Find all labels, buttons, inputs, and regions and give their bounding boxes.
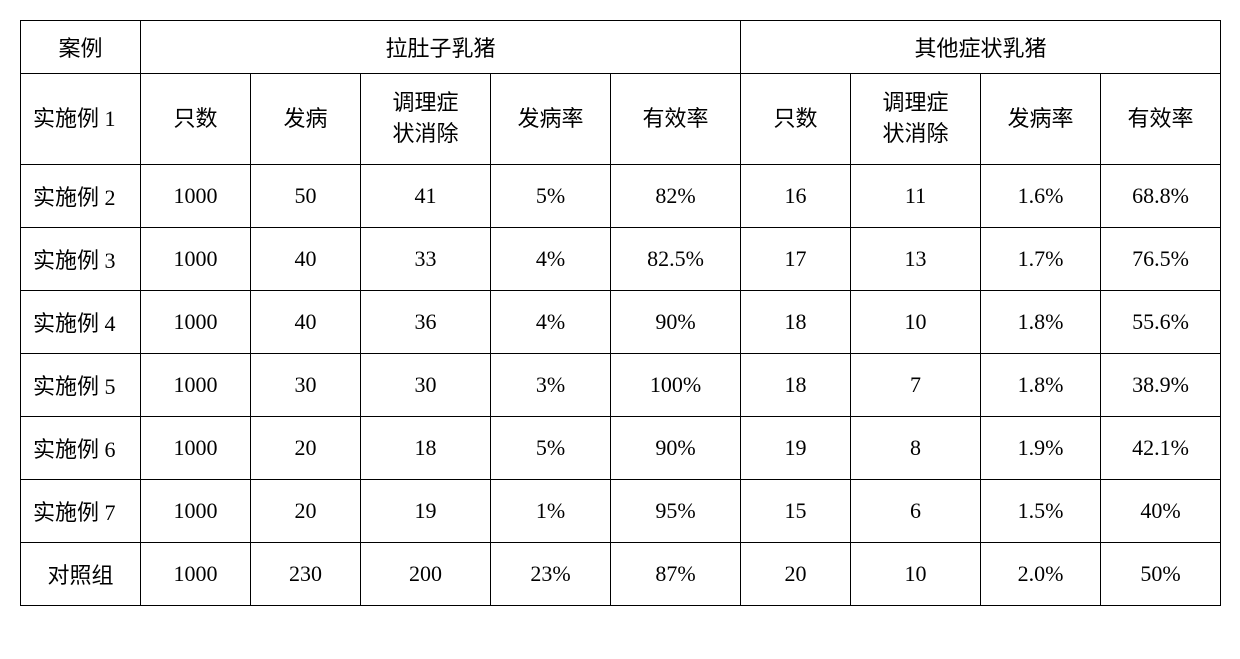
cell-d-cured: 19 (361, 480, 491, 543)
cell-o-rate: 1.8% (981, 354, 1101, 417)
table-row: 实施例 4100040364%90%18101.8%55.6% (21, 291, 1221, 354)
cell-d-cured: 33 (361, 228, 491, 291)
cell-o-eff: 40% (1101, 480, 1221, 543)
cell-o-cured: 13 (851, 228, 981, 291)
cell-d-sick: 50 (251, 165, 361, 228)
cell-o-rate: 1.7% (981, 228, 1101, 291)
cell-o-eff: 42.1% (1101, 417, 1221, 480)
cell-d-sick: 40 (251, 228, 361, 291)
cell-o-count: 17 (741, 228, 851, 291)
cell-o-count: 15 (741, 480, 851, 543)
cell-d-eff: 95% (611, 480, 741, 543)
table-body: 实施例 2100050415%82%16111.6%68.8%实施例 31000… (21, 165, 1221, 606)
cell-o-eff: 55.6% (1101, 291, 1221, 354)
cell-o-cured: 11 (851, 165, 981, 228)
row-label: 实施例 6 (21, 417, 141, 480)
cell-d-cured: 18 (361, 417, 491, 480)
cell-d-eff: 90% (611, 417, 741, 480)
col-sub-o-rate: 发病率 (981, 74, 1101, 165)
cell-d-count: 1000 (141, 291, 251, 354)
cell-o-count: 18 (741, 291, 851, 354)
cell-o-cured: 10 (851, 291, 981, 354)
col-header-diarrhea-group: 拉肚子乳猪 (141, 21, 741, 74)
table-row: 实施例 3100040334%82.5%17131.7%76.5% (21, 228, 1221, 291)
cell-o-eff: 50% (1101, 543, 1221, 606)
cell-o-cured: 8 (851, 417, 981, 480)
col-sub-d-cured: 调理症状消除 (361, 74, 491, 165)
col-sub-d-eff: 有效率 (611, 74, 741, 165)
cell-d-sick: 230 (251, 543, 361, 606)
cell-d-cured: 41 (361, 165, 491, 228)
col-sub-d-count: 只数 (141, 74, 251, 165)
cell-o-eff: 38.9% (1101, 354, 1221, 417)
table-row: 对照组100023020023%87%20102.0%50% (21, 543, 1221, 606)
cell-o-cured: 7 (851, 354, 981, 417)
row-label: 实施例 4 (21, 291, 141, 354)
cell-d-eff: 87% (611, 543, 741, 606)
cell-o-rate: 2.0% (981, 543, 1101, 606)
cell-d-rate: 4% (491, 291, 611, 354)
cell-o-eff: 68.8% (1101, 165, 1221, 228)
cell-d-eff: 100% (611, 354, 741, 417)
cell-d-count: 1000 (141, 228, 251, 291)
cell-d-rate: 4% (491, 228, 611, 291)
col-sub-o-eff: 有效率 (1101, 74, 1221, 165)
row-label: 实施例 7 (21, 480, 141, 543)
cell-o-cured: 10 (851, 543, 981, 606)
cell-d-count: 1000 (141, 480, 251, 543)
header-row-sub: 实施例 1 只数 发病 调理症状消除 发病率 有效率 只数 调理症状消除 发病率… (21, 74, 1221, 165)
cell-d-count: 1000 (141, 354, 251, 417)
col-sub-o-count: 只数 (741, 74, 851, 165)
cell-o-rate: 1.8% (981, 291, 1101, 354)
col-sub-d-sick: 发病 (251, 74, 361, 165)
cell-o-rate: 1.6% (981, 165, 1101, 228)
cell-o-cured: 6 (851, 480, 981, 543)
cell-d-count: 1000 (141, 165, 251, 228)
cell-o-count: 20 (741, 543, 851, 606)
cell-d-eff: 90% (611, 291, 741, 354)
col-sub-d-rate: 发病率 (491, 74, 611, 165)
row-label: 实施例 3 (21, 228, 141, 291)
row-label: 实施例 5 (21, 354, 141, 417)
row-label: 对照组 (21, 543, 141, 606)
row-label: 实施例 2 (21, 165, 141, 228)
cell-d-sick: 20 (251, 480, 361, 543)
cell-d-cured: 200 (361, 543, 491, 606)
table-row: 实施例 2100050415%82%16111.6%68.8% (21, 165, 1221, 228)
cell-d-rate: 5% (491, 165, 611, 228)
cell-d-eff: 82.5% (611, 228, 741, 291)
cell-d-count: 1000 (141, 417, 251, 480)
cell-d-cured: 36 (361, 291, 491, 354)
row-label-example1: 实施例 1 (21, 74, 141, 165)
cell-d-rate: 1% (491, 480, 611, 543)
cell-o-rate: 1.9% (981, 417, 1101, 480)
cell-o-count: 19 (741, 417, 851, 480)
cell-o-eff: 76.5% (1101, 228, 1221, 291)
cell-o-count: 16 (741, 165, 851, 228)
table-row: 实施例 6100020185%90%1981.9%42.1% (21, 417, 1221, 480)
col-sub-o-cured: 调理症状消除 (851, 74, 981, 165)
col-header-case: 案例 (21, 21, 141, 74)
cell-o-rate: 1.5% (981, 480, 1101, 543)
cell-d-rate: 3% (491, 354, 611, 417)
cell-d-sick: 30 (251, 354, 361, 417)
data-table: 案例 拉肚子乳猪 其他症状乳猪 实施例 1 只数 发病 调理症状消除 发病率 有… (20, 20, 1221, 606)
header-row-groups: 案例 拉肚子乳猪 其他症状乳猪 (21, 21, 1221, 74)
cell-d-rate: 23% (491, 543, 611, 606)
cell-o-count: 18 (741, 354, 851, 417)
cell-d-eff: 82% (611, 165, 741, 228)
col-header-other-group: 其他症状乳猪 (741, 21, 1221, 74)
cell-d-rate: 5% (491, 417, 611, 480)
cell-d-sick: 20 (251, 417, 361, 480)
table-row: 实施例 5100030303%100%1871.8%38.9% (21, 354, 1221, 417)
cell-d-count: 1000 (141, 543, 251, 606)
cell-d-sick: 40 (251, 291, 361, 354)
table-row: 实施例 7100020191%95%1561.5%40% (21, 480, 1221, 543)
cell-d-cured: 30 (361, 354, 491, 417)
